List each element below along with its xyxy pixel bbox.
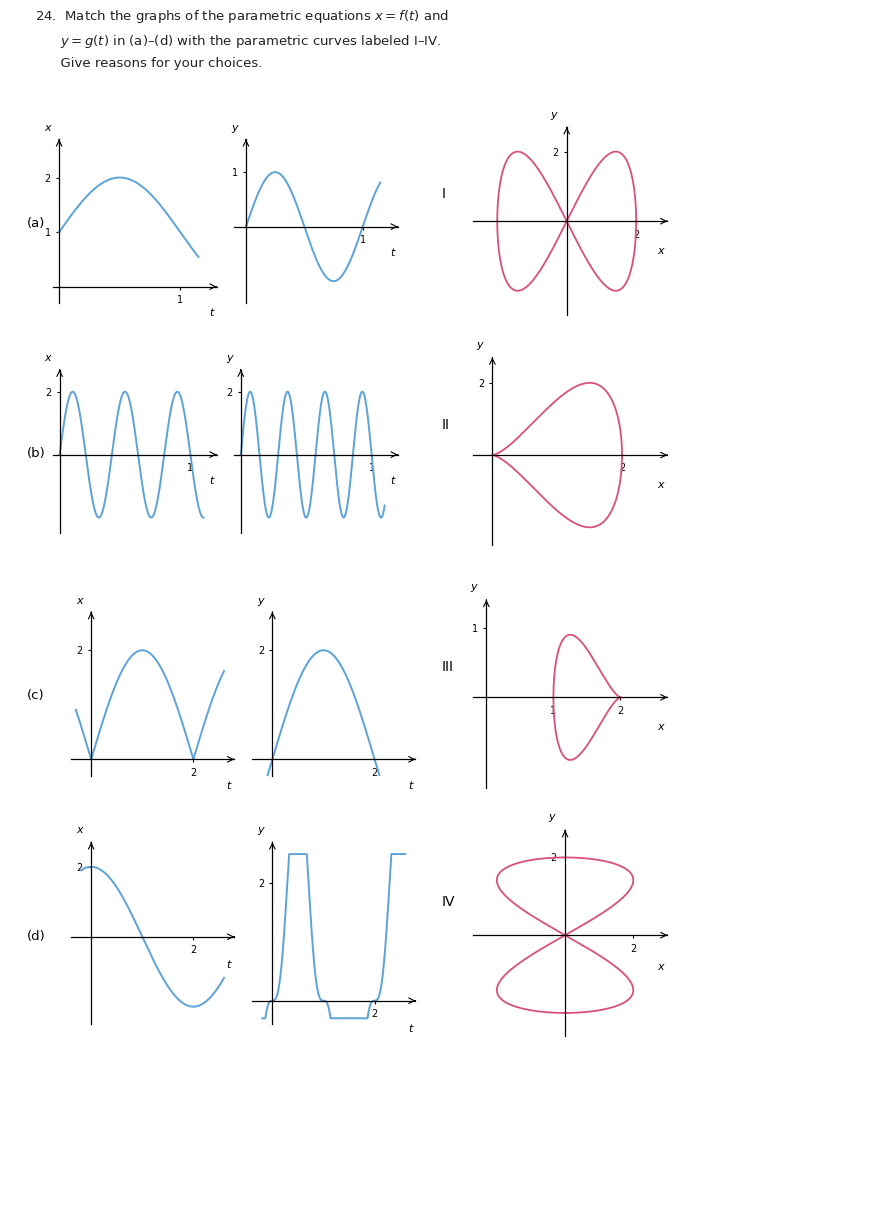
Text: t: t bbox=[226, 781, 231, 790]
Text: y: y bbox=[470, 583, 476, 593]
Text: t: t bbox=[408, 1024, 412, 1034]
Text: y: y bbox=[257, 595, 264, 606]
Text: II: II bbox=[442, 418, 450, 431]
Text: y: y bbox=[226, 353, 232, 364]
Text: t: t bbox=[390, 476, 394, 486]
Text: y: y bbox=[231, 122, 238, 133]
Text: y: y bbox=[551, 110, 557, 120]
Text: x: x bbox=[45, 353, 51, 364]
Text: y: y bbox=[257, 825, 264, 835]
Text: t: t bbox=[209, 476, 213, 486]
Text: (c): (c) bbox=[27, 690, 44, 702]
Text: (d): (d) bbox=[27, 931, 45, 943]
Text: x: x bbox=[657, 722, 664, 732]
Text: x: x bbox=[657, 480, 664, 490]
Text: x: x bbox=[76, 825, 83, 835]
Text: (a): (a) bbox=[27, 217, 45, 229]
Text: t: t bbox=[408, 781, 412, 790]
Text: x: x bbox=[76, 595, 83, 606]
Text: x: x bbox=[44, 122, 51, 133]
Text: I: I bbox=[442, 188, 446, 201]
Text: y: y bbox=[476, 341, 483, 350]
Text: x: x bbox=[657, 962, 664, 972]
Text: III: III bbox=[442, 661, 454, 674]
Text: 24.  Match the graphs of the parametric equations $x = f(t)$ and
      $y = g(t): 24. Match the graphs of the parametric e… bbox=[35, 8, 449, 70]
Text: (b): (b) bbox=[27, 447, 45, 459]
Text: t: t bbox=[390, 248, 394, 258]
Text: y: y bbox=[549, 812, 555, 822]
Text: t: t bbox=[226, 960, 231, 971]
Text: IV: IV bbox=[442, 894, 455, 909]
Text: t: t bbox=[209, 308, 213, 318]
Text: x: x bbox=[657, 246, 664, 256]
